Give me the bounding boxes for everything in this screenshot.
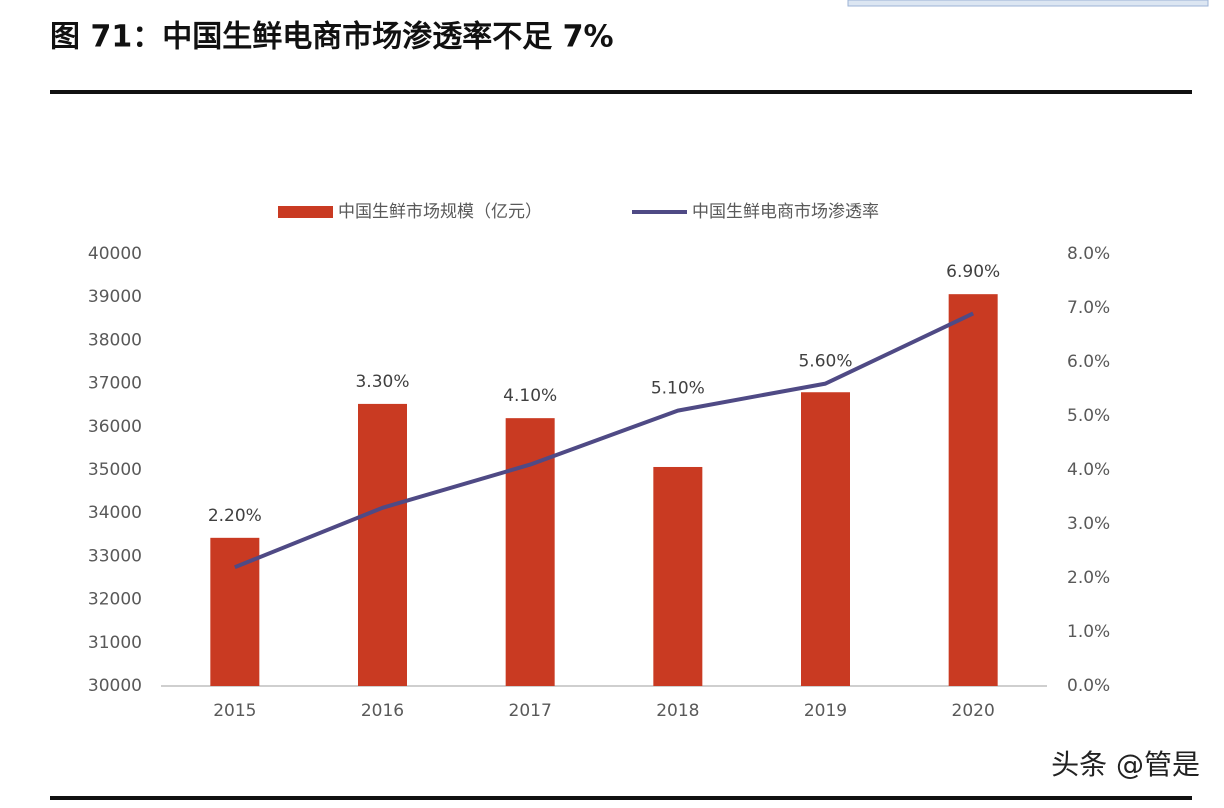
data-label: 4.10% xyxy=(503,386,557,406)
y2-tick-label: 1.0% xyxy=(1067,622,1110,642)
chart-title: 图 71：中国生鲜电商市场渗透率不足 7% xyxy=(50,20,614,55)
y-tick-label: 32000 xyxy=(88,590,142,610)
y-tick-label: 33000 xyxy=(88,546,142,566)
bar xyxy=(653,466,703,686)
y-tick-label: 34000 xyxy=(88,503,142,523)
y-tick-label: 31000 xyxy=(88,633,142,653)
y2-tick-label: 2.0% xyxy=(1067,568,1110,588)
y-tick-label: 30000 xyxy=(88,676,142,696)
bottom-rule xyxy=(50,796,1192,800)
top-decoration xyxy=(847,0,1209,7)
y2-tick-label: 0.0% xyxy=(1067,676,1110,696)
line xyxy=(234,311,975,570)
data-label: 5.60% xyxy=(798,352,852,372)
bar xyxy=(948,294,998,686)
x-tick-label: 2015 xyxy=(213,701,256,721)
y2-tick-label: 7.0% xyxy=(1067,298,1110,318)
legend-label: 中国生鲜市场规模（亿元） xyxy=(338,202,542,222)
y-tick-label: 37000 xyxy=(88,374,142,394)
data-label: 6.90% xyxy=(946,262,1000,282)
x-tick-label: 2020 xyxy=(952,701,995,721)
y-tick-label: 38000 xyxy=(88,330,142,350)
bar xyxy=(801,392,850,686)
y-tick-label: 36000 xyxy=(88,417,142,437)
x-tick-label: 2017 xyxy=(509,701,552,721)
y2-tick-label: 5.0% xyxy=(1067,406,1110,426)
data-label: 3.30% xyxy=(355,372,409,392)
y2-tick-label: 8.0% xyxy=(1067,244,1110,264)
title-rule xyxy=(50,90,1192,94)
legend-swatch xyxy=(278,206,333,218)
x-tick-label: 2019 xyxy=(804,701,847,721)
y-tick-label: 35000 xyxy=(88,460,142,480)
x-tick-label: 2018 xyxy=(656,701,699,721)
bar xyxy=(358,403,407,686)
y2-tick-label: 6.0% xyxy=(1067,352,1110,372)
y-tick-label: 39000 xyxy=(88,287,142,307)
x-tick-label: 2016 xyxy=(361,701,404,721)
watermark: 头条 @管是 xyxy=(1051,748,1200,781)
legend-label: 中国生鲜电商市场渗透率 xyxy=(692,202,879,222)
data-label: 5.10% xyxy=(651,379,705,399)
y2-tick-label: 4.0% xyxy=(1067,460,1110,480)
y2-tick-label: 3.0% xyxy=(1067,514,1110,534)
data-label: 2.20% xyxy=(208,506,262,526)
y-tick-label: 40000 xyxy=(88,244,142,264)
